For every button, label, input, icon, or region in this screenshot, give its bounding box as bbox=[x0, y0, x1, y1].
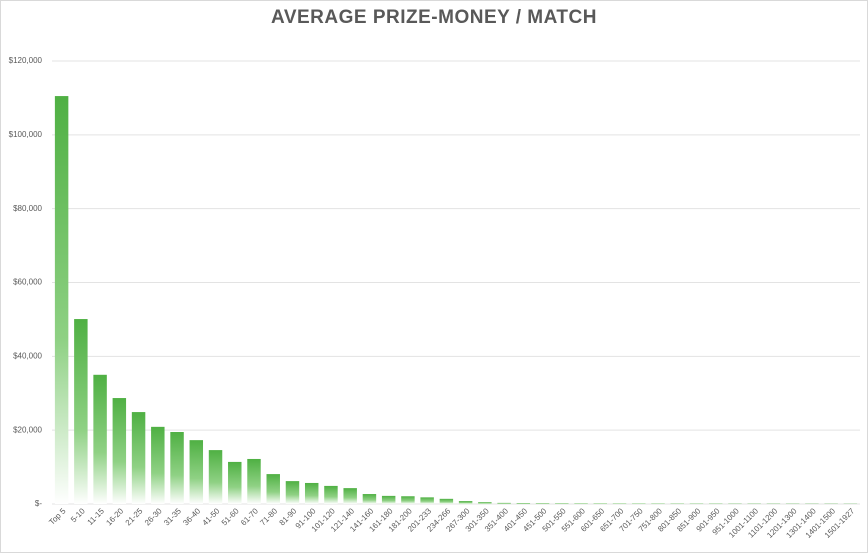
y-tick-label: $- bbox=[35, 499, 42, 508]
y-tick-label: $100,000 bbox=[9, 130, 43, 139]
chart-title: AVERAGE PRIZE-MONEY / MATCH bbox=[271, 7, 597, 28]
bar bbox=[593, 503, 608, 504]
bar bbox=[304, 482, 319, 504]
bar bbox=[535, 503, 550, 504]
bar bbox=[170, 432, 184, 504]
bar bbox=[247, 458, 261, 504]
bar bbox=[516, 503, 531, 504]
bar bbox=[612, 503, 627, 504]
bar bbox=[439, 498, 454, 504]
bar bbox=[478, 502, 492, 504]
bar bbox=[555, 503, 569, 504]
bar bbox=[112, 398, 127, 504]
bar bbox=[324, 485, 338, 504]
bar bbox=[362, 494, 377, 504]
bar bbox=[458, 501, 473, 504]
bar bbox=[401, 496, 415, 504]
bar bbox=[420, 497, 434, 504]
bar bbox=[54, 96, 69, 504]
bar bbox=[381, 495, 396, 504]
bar bbox=[208, 450, 223, 504]
bar bbox=[151, 426, 165, 504]
y-tick-label: $80,000 bbox=[13, 204, 42, 213]
bar bbox=[497, 502, 511, 504]
y-tick-label: $20,000 bbox=[13, 425, 42, 434]
bar bbox=[228, 461, 242, 504]
bar bbox=[131, 412, 146, 504]
bar bbox=[93, 374, 107, 504]
bar bbox=[285, 481, 300, 504]
bar bbox=[74, 319, 88, 504]
y-tick-label: $60,000 bbox=[13, 278, 42, 287]
y-tick-label: $120,000 bbox=[9, 56, 43, 65]
y-tick-label: $40,000 bbox=[13, 351, 42, 360]
bar bbox=[574, 503, 588, 504]
bar bbox=[343, 488, 357, 504]
bar bbox=[189, 440, 204, 504]
bar bbox=[266, 474, 280, 504]
